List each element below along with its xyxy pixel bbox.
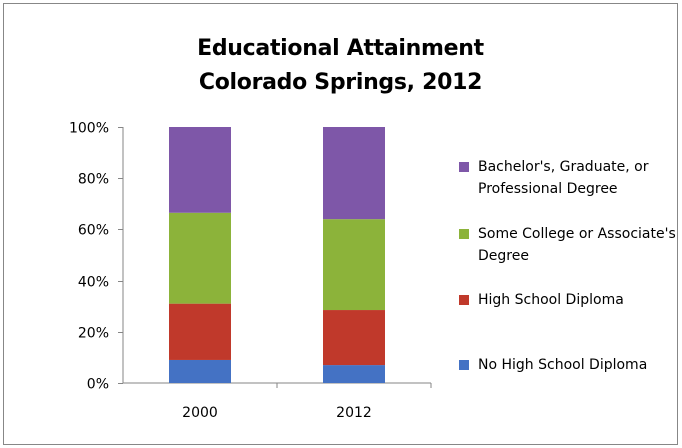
chart-title-line-1: Educational Attainment: [197, 36, 484, 61]
legend-label: No High School Diploma: [478, 357, 648, 373]
plot-area: 0% 20% 40% 60% 80% 100% 2000 2012: [69, 121, 432, 421]
bar-segment: [323, 219, 385, 311]
y-tick-label: 40%: [78, 275, 109, 291]
bar-segment: [169, 303, 231, 360]
legend-label: Bachelor's, Graduate, or Professional De…: [478, 159, 649, 197]
legend-label: High School Diploma: [478, 292, 624, 308]
y-tick-label: 20%: [78, 326, 109, 342]
bar-segment: [323, 127, 385, 220]
bar-segment: [169, 212, 231, 304]
bar-segment: [169, 359, 231, 383]
legend-item: No High School Diploma: [459, 354, 678, 376]
x-tick-label: 2012: [336, 405, 372, 421]
legend-swatch: [459, 295, 469, 305]
y-tick-label: 0%: [87, 377, 109, 393]
y-tick-label: 100%: [69, 121, 109, 137]
x-tick-label: 2000: [182, 405, 218, 421]
legend-swatch: [459, 162, 469, 172]
legend-item: Some College or Associate's Degree: [459, 223, 678, 267]
legend-item: High School Diploma: [459, 289, 678, 311]
y-tick-label: 80%: [78, 172, 109, 188]
chart-title-line-2: Colorado Springs, 2012: [198, 70, 483, 95]
legend-label: Some College or Associate's Degree: [478, 226, 676, 264]
bar-segment: [169, 127, 231, 213]
legend-swatch: [459, 360, 469, 370]
chart-frame: Educational Attainment Colorado Springs,…: [3, 3, 678, 445]
bar-segment: [323, 310, 385, 366]
legend-item: Bachelor's, Graduate, or Professional De…: [459, 156, 678, 200]
y-tick-label: 60%: [78, 223, 109, 239]
bar-segment: [323, 365, 385, 383]
legend-swatch: [459, 229, 469, 239]
